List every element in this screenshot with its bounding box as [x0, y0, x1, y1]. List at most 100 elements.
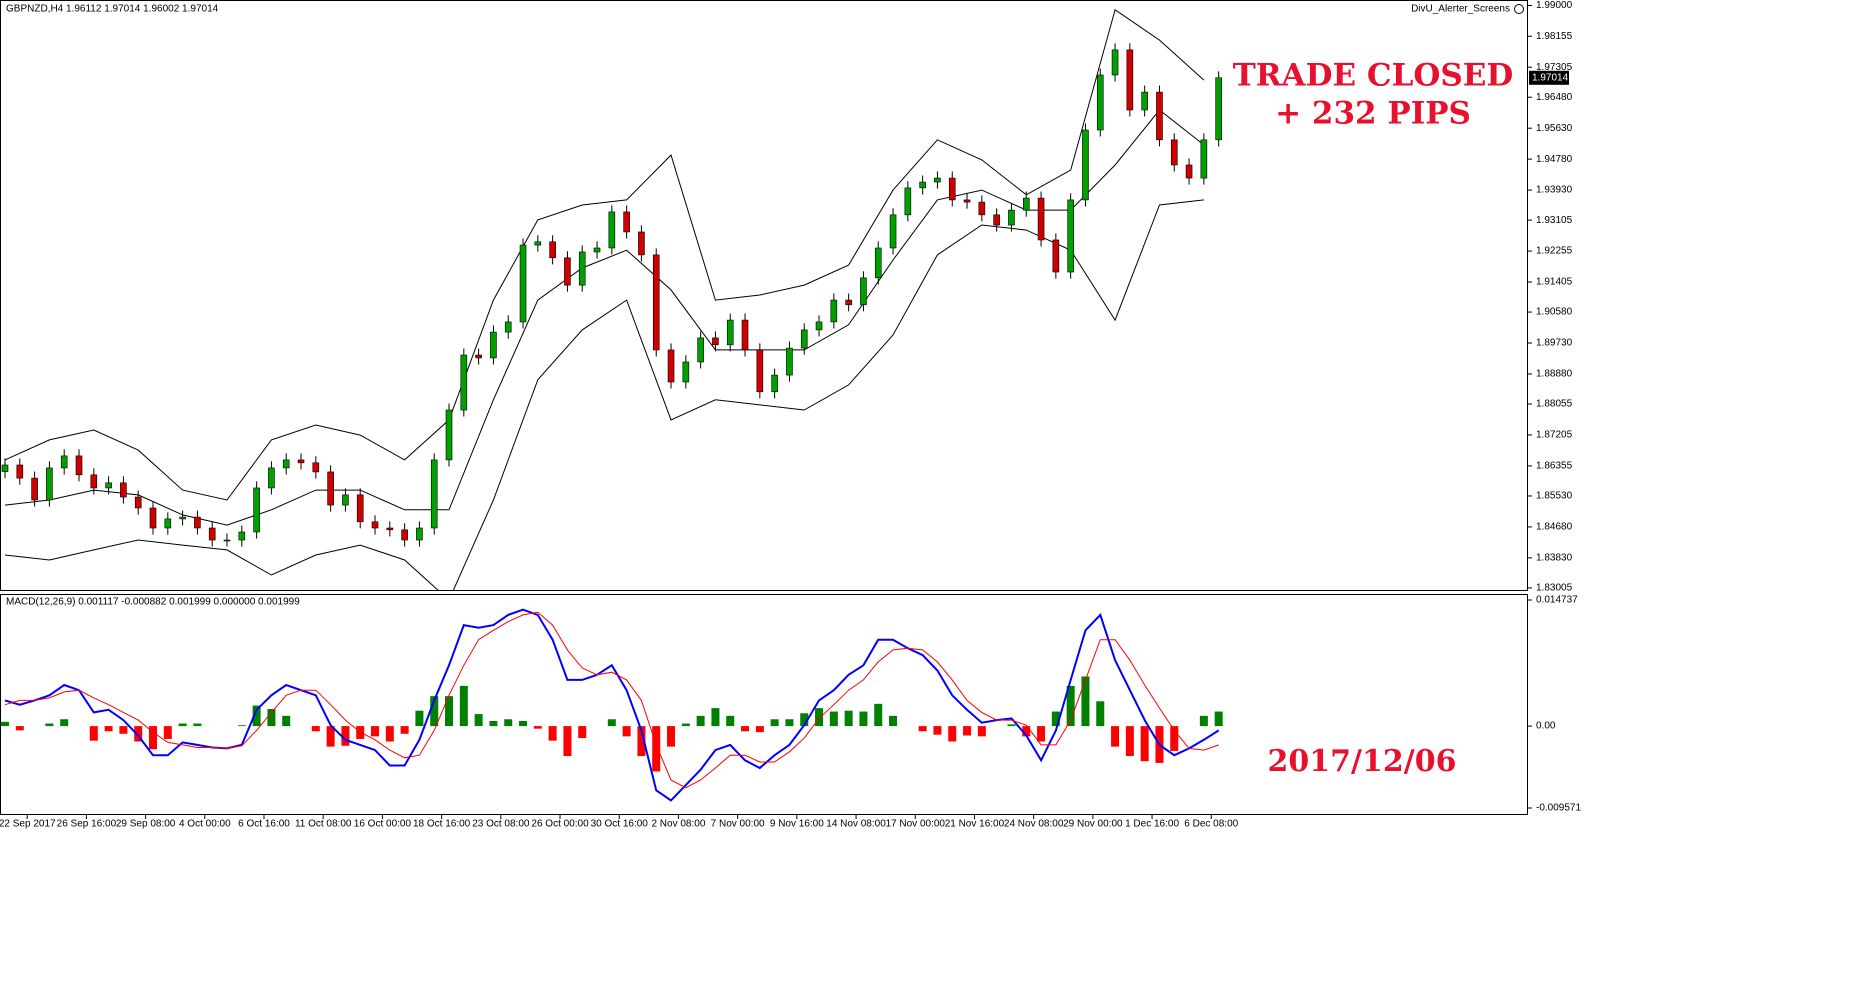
candle-body: [1126, 49, 1134, 111]
candle-body: [623, 211, 630, 233]
histogram-bar: [341, 726, 350, 746]
histogram-bar: [889, 715, 898, 727]
candle-body: [741, 319, 749, 351]
candle-body: [697, 337, 704, 363]
histogram-bar: [326, 726, 335, 747]
histogram-bar: [252, 705, 261, 727]
candle-body: [120, 482, 127, 498]
histogram-bar: [829, 711, 838, 727]
histogram-bar: [815, 708, 824, 727]
y-tick-label: 1.83005: [1536, 583, 1573, 594]
candle-body: [342, 494, 349, 506]
candle-body: [1022, 197, 1030, 211]
y-tick-label: 1.92255: [1536, 246, 1573, 257]
histogram-bar: [859, 711, 868, 727]
candle-body: [889, 214, 897, 249]
indicator-name: DivU_Alerter_Screens: [1411, 4, 1510, 15]
x-tick-label: 2 Nov 08:00: [651, 819, 705, 830]
smile-icon: [1514, 4, 1524, 14]
histogram-bar: [149, 726, 158, 750]
y-tick-label: 1.97305: [1536, 62, 1573, 73]
histogram-bar: [1214, 711, 1223, 727]
candle-body: [164, 518, 172, 529]
candle-body: [90, 474, 98, 489]
macd-line: [4, 608, 1220, 802]
x-tick-label: 29 Nov 00:00: [1063, 819, 1123, 830]
histogram-bar: [1007, 724, 1016, 727]
histogram-bar: [977, 726, 986, 737]
histogram-bar: [1111, 726, 1120, 747]
main-panel: [1, 8, 1222, 591]
histogram-bar: [282, 715, 291, 727]
histogram-bar: [0, 721, 9, 727]
trade-closed: TRADE CLOSED: [1233, 58, 1514, 94]
histogram-bar: [134, 726, 143, 742]
histogram-bar: [489, 720, 498, 727]
candle-body: [1185, 164, 1193, 179]
histogram-bar: [741, 726, 750, 732]
y-tick-label: 1.99000: [1536, 0, 1573, 11]
histogram-bar: [45, 723, 54, 727]
candle-body: [1067, 199, 1074, 273]
candle-body: [445, 409, 453, 461]
candle-body: [904, 187, 912, 216]
histogram-bar: [237, 725, 246, 727]
histogram-bar: [1170, 726, 1179, 751]
candle-body: [60, 455, 68, 469]
x-tick-label: 9 Nov 16:00: [770, 819, 824, 830]
x-tick-label: 11 Oct 08:00: [295, 819, 352, 830]
candle-body: [1, 464, 9, 472]
candle-body: [1170, 139, 1178, 166]
bollinger-band: [4, 8, 1205, 501]
candle-body: [460, 354, 468, 411]
candle-body: [726, 319, 734, 346]
histogram-bar: [1199, 715, 1208, 727]
histogram-bar: [1022, 726, 1031, 737]
candle-body: [430, 459, 438, 529]
histogram-bar: [371, 726, 380, 737]
histogram-bar: [533, 726, 542, 729]
histogram-bar: [578, 726, 587, 739]
x-tick-label: 24 Nov 08:00: [1004, 819, 1064, 830]
candle-body: [1200, 139, 1208, 179]
histogram-bar: [963, 726, 972, 736]
y-tick-label: 1.87205: [1536, 430, 1573, 441]
histogram-bar: [933, 726, 942, 735]
y-tick-label: 1.90580: [1536, 307, 1573, 318]
histogram-bar: [519, 720, 528, 727]
main-panel-frame: [0, 0, 1528, 591]
candle-body: [919, 181, 926, 189]
y-tick-label: 1.98155: [1536, 31, 1573, 42]
histogram-bar: [637, 726, 646, 757]
histogram-bar: [844, 710, 853, 727]
candle-body: [682, 361, 690, 383]
candle-body: [786, 347, 793, 376]
y-tick-label: 1.93105: [1536, 215, 1573, 226]
histogram-bar: [726, 715, 735, 727]
y-tick-label: 1.83830: [1536, 553, 1573, 564]
candle-body: [416, 527, 423, 541]
y-tick-label: 0.00: [1536, 721, 1556, 732]
candle-body: [830, 299, 838, 323]
macd-panel: [0, 608, 1223, 802]
histogram-bar: [948, 726, 957, 742]
x-tick-label: 14 Nov 08:00: [826, 819, 886, 830]
histogram-bar: [311, 726, 320, 732]
histogram-bar: [445, 696, 454, 727]
x-tick-label: 23 Oct 08:00: [472, 819, 530, 830]
candle-body: [297, 459, 305, 464]
candle-body: [1096, 74, 1104, 131]
signal-line: [4, 611, 1219, 789]
histogram-bar: [548, 726, 557, 741]
histogram-bar: [755, 726, 764, 733]
candle-body: [149, 507, 157, 529]
pips: + 232 PIPS: [1275, 96, 1471, 132]
candle-body: [593, 247, 601, 253]
candle-body: [519, 244, 527, 323]
candle-body: [253, 487, 260, 533]
price-label-box: [1529, 70, 1569, 85]
y-tick-label: -0.009571: [1536, 803, 1581, 814]
histogram-bar: [607, 719, 616, 727]
candle-body: [401, 529, 408, 541]
